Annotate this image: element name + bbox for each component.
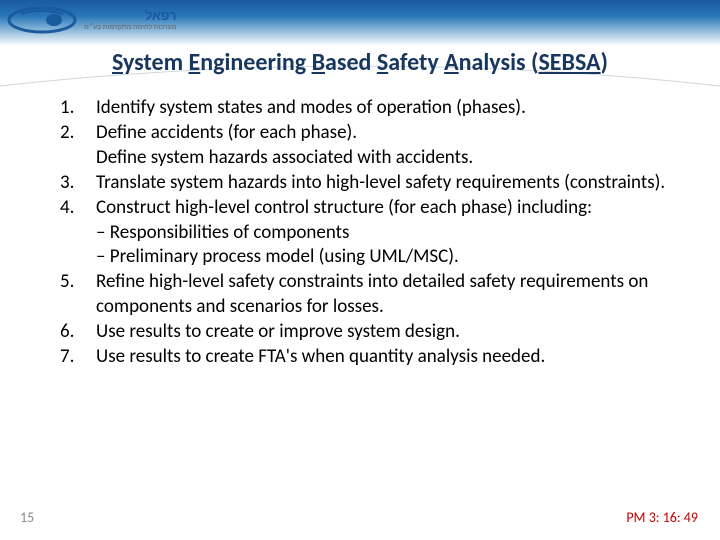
logo-swoosh-icon [6, 4, 78, 36]
slide: רפאל מערכות לחימה מתקדמות בע״מ System En… [0, 0, 720, 540]
step-item: Use results to create FTA's when quantit… [54, 345, 684, 369]
logo: רפאל מערכות לחימה מתקדמות בע״מ [6, 4, 176, 36]
step-item: Identify system states and modes of oper… [54, 96, 684, 120]
logo-brand-text: רפאל מערכות לחימה מתקדמות בע״מ [84, 10, 176, 30]
step-item: Construct high-level control structure (… [54, 196, 684, 269]
step-item: Translate system hazards into high-level… [54, 171, 684, 195]
slide-title: System Engineering Based Safety Analysis… [0, 48, 720, 77]
steps-list: Identify system states and modes of oper… [54, 96, 684, 369]
step-item: Use results to create or improve system … [54, 320, 684, 344]
timestamp: PM 3: 16: 49 [626, 509, 698, 526]
content-body: Identify system states and modes of oper… [54, 96, 684, 370]
step-item: Refine high-level safety constraints int… [54, 270, 684, 319]
logo-tagline: מערכות לחימה מתקדמות בע״מ [84, 23, 176, 30]
step-item: Define accidents (for each phase).Define… [54, 121, 684, 170]
page-number: 15 [20, 509, 34, 526]
